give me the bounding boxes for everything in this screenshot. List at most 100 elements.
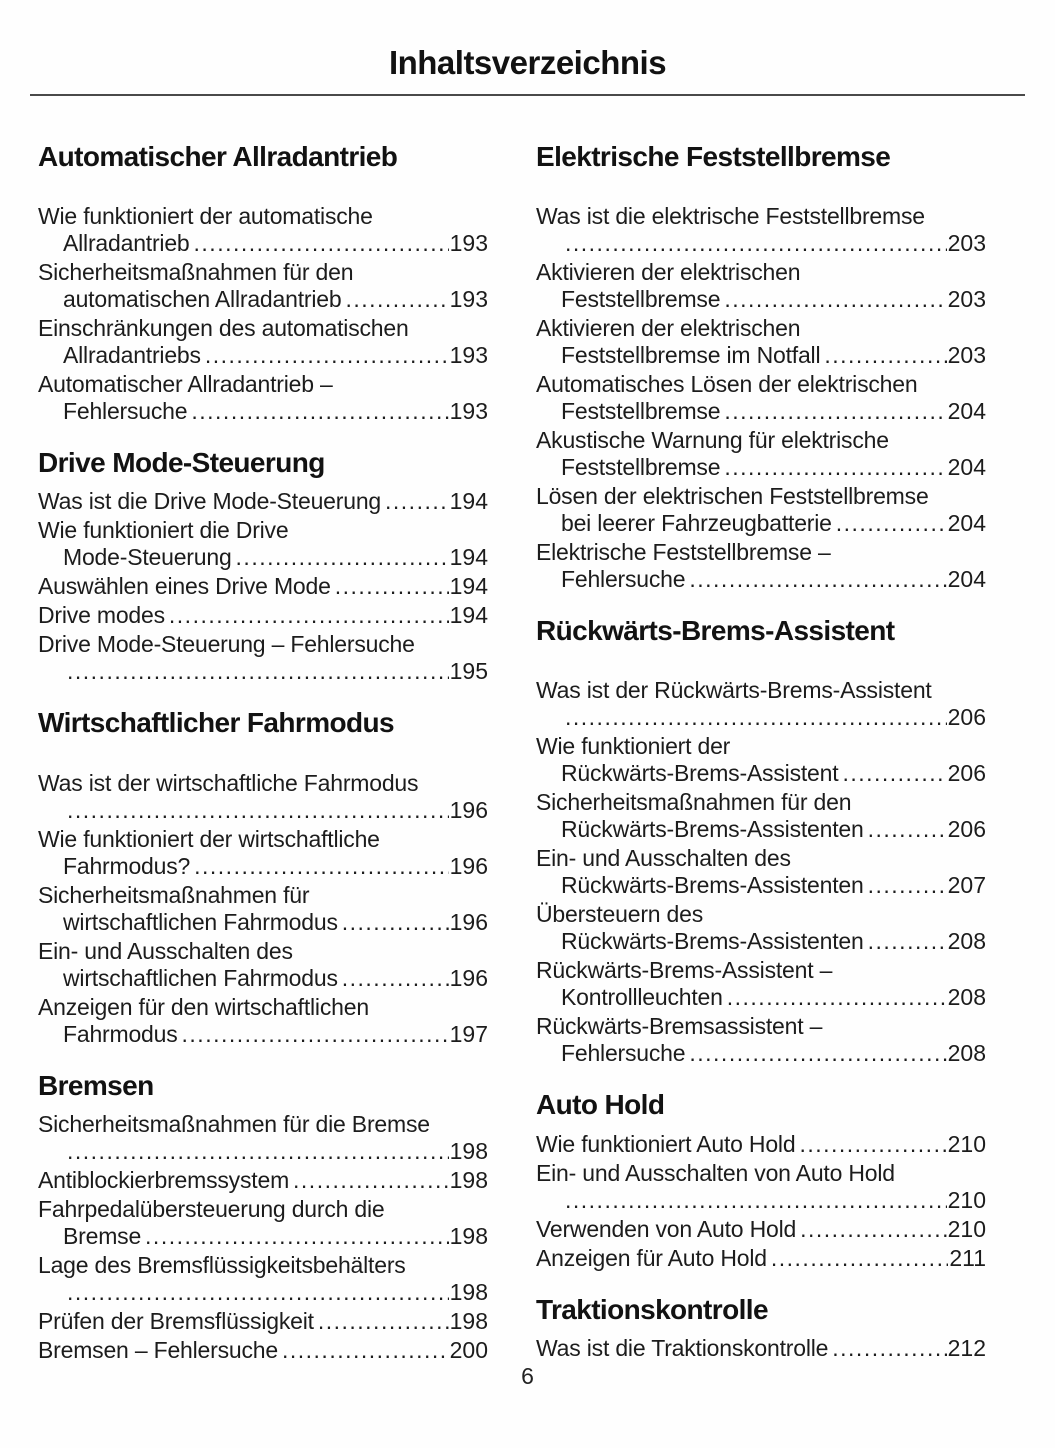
toc-entry: Lösen der elektrischen Feststellbremse be… bbox=[536, 483, 986, 537]
toc-entry-line: Verwenden von Auto Hold 210 bbox=[536, 1216, 986, 1243]
entry-page-number: 203 bbox=[947, 286, 986, 313]
entry-page-number: 194 bbox=[449, 544, 488, 571]
toc-entry: Rückwärts-Bremsassistent –Fehlersuche 208 bbox=[536, 1013, 986, 1067]
toc-entry-line: Was ist die Traktionskontrolle 212 bbox=[536, 1335, 986, 1362]
toc-entry: Was ist die Drive Mode-Steuerung 194 bbox=[38, 488, 488, 515]
toc-entry-line: Ein- und Ausschalten von Auto Hold bbox=[536, 1160, 986, 1187]
entry-text: Was ist der Rückwärts-Brems-Assistent bbox=[536, 677, 932, 704]
toc-entry-line: Wie funktioniert der automatische bbox=[38, 203, 488, 230]
dot-leader bbox=[194, 853, 449, 880]
entry-text: Verwenden von Auto Hold bbox=[536, 1215, 797, 1242]
entry-page-number: 196 bbox=[449, 796, 488, 823]
entry-page-number: 210 bbox=[947, 1186, 986, 1213]
toc-entry-line: Allradantrieb 193 bbox=[38, 230, 488, 257]
toc-entry-line: Anzeigen für Auto Hold 211 bbox=[536, 1245, 986, 1272]
toc-entry: Prüfen der Bremsflüssigkeit 198 bbox=[38, 1308, 488, 1335]
toc-entry-line: Lösen der elektrischen Feststellbremse bbox=[536, 483, 986, 510]
section-heading: Elektrische Feststellbremse bbox=[536, 141, 891, 172]
entry-page-number: 206 bbox=[947, 816, 986, 843]
entry-page-number: 193 bbox=[449, 342, 488, 369]
toc-entry-line: Automatischer Allradantrieb – bbox=[38, 371, 488, 398]
entry-page-number: 208 bbox=[947, 928, 986, 955]
toc-entry-line: Ein- und Ausschalten des bbox=[38, 938, 488, 965]
toc-entry: Anzeigen für Auto Hold 211 bbox=[536, 1245, 986, 1272]
entry-page-number: 203 bbox=[947, 230, 986, 257]
dot-leader bbox=[145, 1223, 449, 1250]
toc-entry-line: Feststellbremse 204 bbox=[536, 454, 986, 481]
entry-page-number: 210 bbox=[947, 1130, 986, 1157]
entry-page-number: 196 bbox=[449, 908, 488, 935]
entry-page-number: 210 bbox=[947, 1215, 986, 1242]
toc-entry-line: Rückwärts-Brems-Assistent 206 bbox=[536, 760, 986, 787]
footer-page-number: 6 bbox=[521, 1363, 534, 1389]
toc-entry-line: Fahrmodus 197 bbox=[38, 1021, 488, 1048]
toc-section: Bremsen Sicherheitsmaßnahmen für die Brem… bbox=[38, 1070, 488, 1364]
entry-text: Aktivieren der elektrischen bbox=[536, 259, 801, 286]
toc-entry: Ein- und Ausschalten von Auto Hold 210 bbox=[536, 1160, 986, 1214]
toc-entry-line: Mode-Steuerung 194 bbox=[38, 544, 488, 571]
entry-text: Rückwärts-Brems-Assistent bbox=[561, 760, 839, 787]
toc-entry-line: Rückwärts-Brems-Assistenten 206 bbox=[536, 816, 986, 843]
dot-leader bbox=[565, 1187, 947, 1214]
dot-leader bbox=[800, 1216, 947, 1243]
toc-entry: Wie funktioniert Auto Hold 210 bbox=[536, 1131, 986, 1158]
toc-entry-line: 203 bbox=[536, 230, 986, 257]
dot-leader bbox=[385, 488, 449, 515]
entry-page-number: 197 bbox=[449, 1020, 488, 1047]
toc-entry-line: Was ist die Drive Mode-Steuerung 194 bbox=[38, 488, 488, 515]
toc-entry-line: Was ist der wirtschaftliche Fahrmodus bbox=[38, 770, 488, 797]
toc-entry: Was ist der Rückwärts-Brems-Assistent 206 bbox=[536, 677, 986, 731]
entry-page-number: 207 bbox=[947, 872, 986, 899]
toc-entry: Einschränkungen des automatischen Allrada… bbox=[38, 315, 488, 369]
toc-entry: Wie funktioniert der wirtschaftliche Fahr… bbox=[38, 826, 488, 880]
dot-leader bbox=[724, 454, 946, 481]
entry-text: Automatisches Lösen der elektrischen bbox=[536, 371, 918, 398]
entry-text: automatischen Allradantrieb bbox=[63, 286, 342, 313]
toc-entry-line: wirtschaftlichen Fahrmodus 196 bbox=[38, 909, 488, 936]
dot-leader bbox=[335, 573, 449, 600]
toc-entry-line: Was ist der Rückwärts-Brems-Assistent bbox=[536, 677, 986, 704]
entry-page-number: 200 bbox=[449, 1336, 488, 1363]
entry-text: Sicherheitsmaßnahmen für den bbox=[38, 259, 354, 286]
toc-entry-line: Drive Mode-Steuerung – Fehlersuche bbox=[38, 631, 488, 658]
entry-page-number: 198 bbox=[449, 1278, 488, 1305]
entry-text: Akustische Warnung für elektrische bbox=[536, 427, 889, 454]
entry-text: Rückwärts-Brems-Assistenten bbox=[561, 872, 864, 899]
entry-text: Fehlersuche bbox=[63, 398, 188, 425]
toc-entry-line: Feststellbremse im Notfall 203 bbox=[536, 342, 986, 369]
dot-leader bbox=[868, 816, 947, 843]
toc-entry-line: Wie funktioniert der wirtschaftliche bbox=[38, 826, 488, 853]
dot-leader bbox=[799, 1131, 946, 1158]
toc-entry-line: Auswählen eines Drive Mode 194 bbox=[38, 573, 488, 600]
toc-entry: Sicherheitsmaßnahmen für wirtschaftlichen… bbox=[38, 882, 488, 936]
entry-text: Wie funktioniert der automatische bbox=[38, 203, 373, 230]
toc-entry: Automatischer Allradantrieb – Fehlersuche… bbox=[38, 371, 488, 425]
toc-entry: Wie funktioniert der Rückwärts-Brems-Assi… bbox=[536, 733, 986, 787]
dot-leader bbox=[824, 342, 946, 369]
entry-page-number: 203 bbox=[947, 342, 986, 369]
dot-leader bbox=[771, 1245, 948, 1272]
section-heading: Drive Mode-Steuerung bbox=[38, 447, 325, 479]
entry-page-number: 193 bbox=[449, 398, 488, 425]
dot-leader bbox=[342, 965, 449, 992]
toc-entry-line: wirtschaftlichen Fahrmodus 196 bbox=[38, 965, 488, 992]
entry-page-number: 211 bbox=[949, 1244, 986, 1271]
dot-leader bbox=[67, 1138, 449, 1165]
toc-entry: Bremsen – Fehlersuche 200 bbox=[38, 1337, 488, 1364]
entry-page-number: 204 bbox=[947, 510, 986, 537]
entry-page-number: 198 bbox=[449, 1222, 488, 1249]
toc-entry: Ein- und Ausschalten des Rückwärts-Brems-… bbox=[536, 845, 986, 899]
dot-leader bbox=[282, 1337, 449, 1364]
toc-entry-line: 210 bbox=[536, 1187, 986, 1214]
entry-text: Drive Mode-Steuerung – Fehlersuche bbox=[38, 631, 415, 658]
dot-leader bbox=[689, 1040, 946, 1067]
entry-text: Bremse bbox=[63, 1222, 142, 1249]
toc-section: Wirtschaftlicher Fahrmodus Was ist der wi… bbox=[38, 707, 488, 1047]
entry-text: Anzeigen für den wirtschaftlichen bbox=[38, 993, 369, 1020]
dot-leader bbox=[191, 398, 448, 425]
toc-entry-line: Antiblockierbremssystem 198 bbox=[38, 1167, 488, 1194]
toc-entry-line: Aktivieren der elektrischen bbox=[536, 315, 986, 342]
entry-page-number: 198 bbox=[449, 1166, 488, 1193]
toc-entry-line: Was ist die elektrische Feststellbremse bbox=[536, 203, 986, 230]
